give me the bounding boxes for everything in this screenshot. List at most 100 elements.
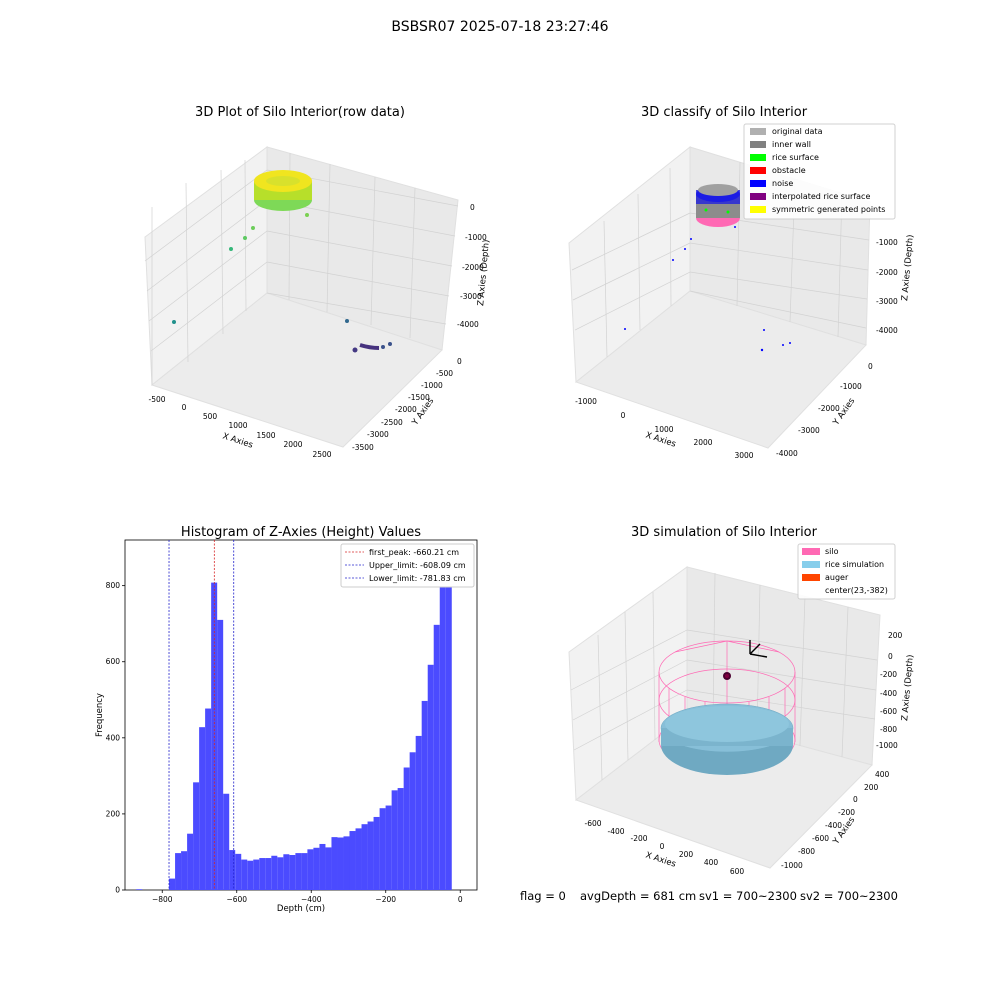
histogram-bar — [445, 557, 452, 890]
tick-label: -4000 — [776, 449, 798, 458]
histogram-bars — [136, 557, 452, 890]
legend-swatch — [750, 128, 766, 135]
histogram-bar — [403, 767, 410, 890]
legend-swatch — [750, 167, 766, 174]
legend-swatch — [750, 180, 766, 187]
x-tick-label: −800 — [152, 895, 173, 904]
histogram-y-label: Frequency — [95, 693, 105, 737]
tick-label: -200 — [630, 834, 647, 843]
tick-label: 3000 — [734, 451, 753, 460]
tick-label: 1000 — [228, 421, 247, 430]
x-axis-label: X Axies — [644, 850, 677, 869]
histogram-bar — [349, 831, 356, 890]
legend-label: interpolated rice surface — [772, 192, 870, 201]
tick-label: -2000 — [462, 263, 484, 272]
status-avg-depth: avgDepth = 681 cm — [580, 889, 696, 903]
tick-label: -400 — [880, 689, 897, 698]
tick-label: -1000 — [840, 382, 862, 391]
histogram-bar — [337, 837, 344, 890]
tick-label: -2500 — [381, 418, 403, 427]
tick-label: -4000 — [457, 320, 479, 329]
legend-label: inner wall — [772, 140, 811, 149]
tick-label: 1000 — [654, 425, 673, 434]
histogram-x-ticks: −800 −600 −400 −200 0 — [152, 890, 463, 904]
y-tick-label: 400 — [106, 733, 121, 742]
legend-label: symmetric generated points — [772, 205, 885, 214]
tick-label: -1000 — [575, 397, 597, 406]
histogram-bar — [361, 824, 368, 890]
tick-label: -4000 — [876, 326, 898, 335]
tick-label: 400 — [875, 770, 890, 779]
classified-point-cluster — [696, 184, 740, 227]
histogram-bar — [169, 878, 176, 890]
legend-label: original data — [772, 127, 823, 136]
orientation-arrows — [749, 640, 768, 658]
tick-label: -400 — [607, 827, 624, 836]
histogram-bar — [265, 858, 272, 890]
z-axis-ticks: 200 0 -200 -400 -600 -800 -1000 — [876, 631, 903, 750]
histogram-bar — [427, 664, 434, 890]
histogram-bar — [199, 727, 206, 890]
raw-point-ring — [254, 170, 312, 211]
histogram-y-ticks: 0 200 400 600 800 — [106, 581, 125, 895]
panel-3d-classify-title: 3D classify of Silo Interior — [641, 105, 808, 120]
tick-label: 0 — [853, 795, 858, 804]
histogram-bar — [409, 752, 416, 890]
tick-label: -200 — [880, 670, 897, 679]
histogram-bar — [295, 853, 302, 890]
histogram-bar — [379, 808, 386, 890]
histogram-bar — [271, 855, 278, 890]
tick-label: -500 — [148, 395, 165, 404]
histogram-bar — [283, 854, 290, 890]
tick-label: 2000 — [693, 438, 712, 447]
tick-label: 0 — [660, 842, 665, 851]
x-axis-ticks: -600 -400 -200 0 200 400 600 — [584, 819, 744, 876]
tick-label: -600 — [880, 707, 897, 716]
histogram-bar — [397, 788, 404, 890]
tick-label: 2500 — [312, 450, 331, 459]
z-axis-ticks: 0 -1000 -2000 -3000 -4000 — [457, 203, 487, 329]
legend-label: center(23,-382) — [825, 586, 888, 595]
tick-label: 200 — [864, 783, 879, 792]
legend-swatch — [802, 574, 820, 581]
histogram-bar — [175, 853, 182, 890]
histogram-bar — [391, 790, 398, 890]
legend-label: noise — [772, 179, 793, 188]
y-tick-label: 800 — [106, 581, 121, 590]
tick-label: 2000 — [283, 440, 302, 449]
histogram-title: Histogram of Z-Axies (Height) Values — [181, 525, 421, 540]
status-line: flag = 0 avgDepth = 681 cm sv1 = 700~230… — [520, 889, 898, 903]
histogram-bar — [253, 859, 260, 890]
tick-label: -1000 — [781, 861, 803, 870]
histogram-vlines — [168, 540, 235, 890]
histogram-legend: first_peak: -660.21 cm Upper_limit: -608… — [340, 543, 475, 588]
tick-label: -500 — [436, 369, 453, 378]
tick-label: 0 — [868, 362, 873, 371]
legend-swatch — [802, 548, 820, 555]
auger — [723, 672, 731, 680]
tick-label: 600 — [730, 867, 745, 876]
panel-histogram: Histogram of Z-Axies (Height) Values −80… — [95, 525, 478, 914]
legend-label: Upper_limit: -608.09 cm — [369, 561, 466, 570]
panel-3d-raw: 3D Plot of Silo Interior(row data) — [144, 105, 492, 459]
tick-label: -800 — [880, 725, 897, 734]
panel-3d-simulation: 3D simulation of Silo Interior — [568, 525, 916, 876]
tick-label: 0 — [888, 652, 893, 661]
tick-label: -600 — [584, 819, 601, 828]
histogram-bar — [367, 821, 374, 890]
tick-label: -1500 — [408, 393, 430, 402]
rice-simulation-surface — [660, 703, 794, 775]
y-tick-label: 200 — [106, 809, 121, 818]
z-axis-label: Z Axies (Depth) — [476, 239, 492, 306]
tick-label: 0 — [470, 203, 475, 212]
tick-label: -3000 — [798, 426, 820, 435]
histogram-bar — [193, 782, 200, 890]
tick-label: 0 — [182, 403, 187, 412]
panel-3d-classify: 3D classify of Silo Interior -10 — [568, 105, 916, 460]
tick-label: -1000 — [876, 238, 898, 247]
histogram-bar — [319, 843, 326, 890]
legend-label: first_peak: -660.21 cm — [369, 548, 459, 557]
histogram-bar — [181, 851, 188, 890]
tick-label: 0 — [457, 357, 462, 366]
